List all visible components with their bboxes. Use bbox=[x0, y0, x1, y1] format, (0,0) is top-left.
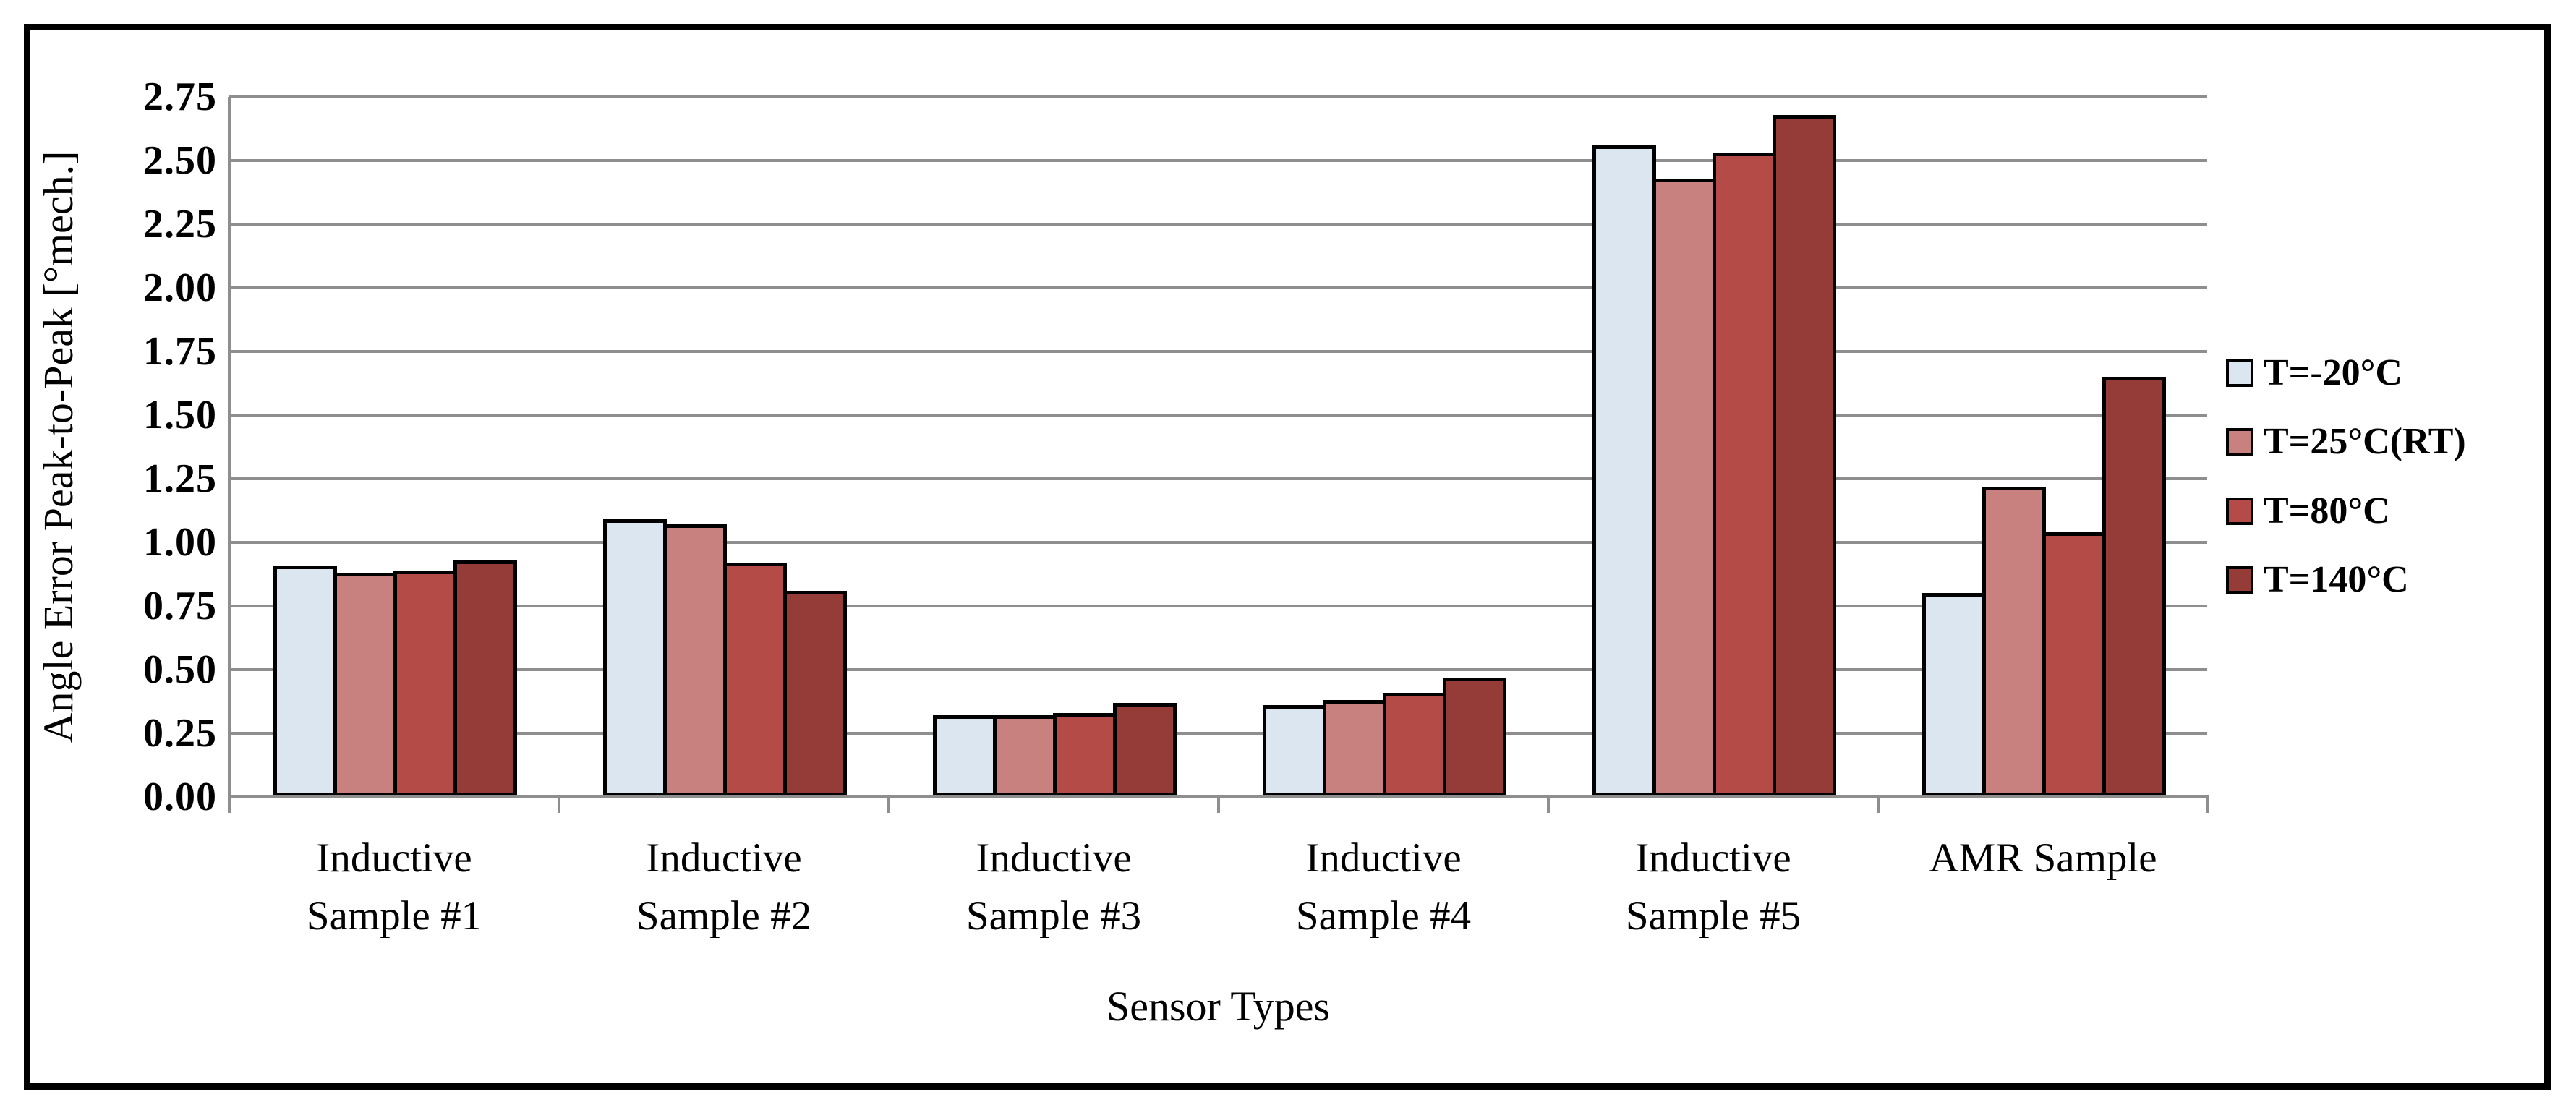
category-label-line: Sample #1 bbox=[306, 893, 482, 939]
bar-T-20C-cat5 bbox=[1592, 145, 1656, 797]
legend-label-4: T=140°C bbox=[2264, 559, 2409, 600]
category-label-line: AMR Sample bbox=[1929, 835, 2157, 881]
bar-T25CRT-cat4 bbox=[1323, 700, 1386, 797]
gridline bbox=[229, 286, 2207, 289]
y-tick-label: 2.00 bbox=[143, 265, 217, 310]
bar-T80C-cat3 bbox=[1053, 712, 1117, 797]
category-label-line: Inductive bbox=[646, 835, 802, 881]
x-axis-title: Sensor Types bbox=[1106, 983, 1331, 1030]
gridline bbox=[229, 668, 2207, 671]
category-label-line: Inductive bbox=[1305, 835, 1462, 881]
gridline bbox=[229, 95, 2207, 98]
y-tick-label: 2.50 bbox=[143, 138, 217, 183]
category-label-line: Inductive bbox=[976, 835, 1132, 881]
legend-label-2: T=25°C(RT) bbox=[2264, 421, 2466, 462]
legend-label-1: T=-20°C bbox=[2264, 352, 2402, 393]
bar-T25CRT-cat6 bbox=[1982, 486, 2046, 797]
gridline bbox=[229, 477, 2207, 480]
category-label-line: Sample #3 bbox=[965, 893, 1142, 939]
gridline bbox=[229, 732, 2207, 735]
gridline bbox=[229, 605, 2207, 607]
gridline bbox=[229, 223, 2207, 226]
bar-T80C-cat5 bbox=[1713, 153, 1776, 797]
legend-label-3: T=80°C bbox=[2264, 490, 2390, 532]
bar-T140C-cat6 bbox=[2102, 377, 2166, 797]
bar-T80C-cat1 bbox=[393, 570, 457, 797]
category-label-line: Sample #2 bbox=[636, 893, 812, 939]
bar-T140C-cat2 bbox=[783, 590, 847, 797]
y-tick-label: 1.75 bbox=[143, 329, 217, 374]
category-label-line: Sample #4 bbox=[1295, 893, 1472, 939]
y-axis-line bbox=[228, 97, 231, 813]
x-axis-boundary-tick bbox=[2206, 797, 2209, 813]
bar-T80C-cat6 bbox=[2042, 532, 2106, 797]
bar-T25CRT-cat2 bbox=[663, 524, 727, 797]
bar-T25CRT-cat1 bbox=[333, 573, 397, 797]
gridline bbox=[229, 350, 2207, 353]
x-axis-boundary-tick bbox=[887, 797, 890, 813]
gridline bbox=[229, 414, 2207, 417]
y-tick-label: 1.25 bbox=[143, 456, 217, 501]
y-tick-label: 0.00 bbox=[143, 775, 217, 819]
legend-swatch-2 bbox=[2226, 428, 2253, 456]
y-tick-label: 0.75 bbox=[143, 584, 217, 628]
bar-T-20C-cat3 bbox=[933, 715, 997, 797]
bar-T80C-cat2 bbox=[723, 563, 787, 797]
legend-swatch-1 bbox=[2226, 359, 2253, 387]
bar-T-20C-cat1 bbox=[273, 565, 337, 797]
bar-T-20C-cat4 bbox=[1263, 705, 1326, 797]
y-tick-label: 1.50 bbox=[143, 393, 217, 438]
y-tick-label: 2.75 bbox=[143, 74, 217, 119]
bar-T-20C-cat6 bbox=[1922, 593, 1986, 797]
bar-T140C-cat1 bbox=[453, 560, 517, 797]
x-axis-boundary-tick bbox=[1217, 797, 1220, 813]
x-axis-boundary-tick bbox=[558, 797, 560, 813]
legend-swatch-4 bbox=[2226, 566, 2253, 594]
gridline bbox=[229, 541, 2207, 544]
bar-T-20C-cat2 bbox=[603, 519, 667, 797]
x-axis-boundary-tick bbox=[1547, 797, 1550, 813]
bar-T80C-cat4 bbox=[1383, 692, 1446, 797]
category-label-line: Inductive bbox=[1635, 835, 1791, 881]
y-tick-label: 0.50 bbox=[143, 647, 217, 692]
bar-T140C-cat3 bbox=[1113, 702, 1177, 797]
x-axis-boundary-tick bbox=[1877, 797, 1880, 813]
bar-T140C-cat5 bbox=[1773, 114, 1836, 797]
y-tick-label: 0.25 bbox=[143, 711, 217, 756]
y-tick-label: 1.00 bbox=[143, 520, 217, 565]
y-tick-label: 2.25 bbox=[143, 202, 217, 247]
category-label-line: Sample #5 bbox=[1625, 893, 1801, 939]
bar-T140C-cat4 bbox=[1443, 677, 1506, 797]
legend-swatch-3 bbox=[2226, 498, 2253, 525]
gridline bbox=[229, 159, 2207, 162]
bar-T25CRT-cat3 bbox=[993, 715, 1057, 797]
bar-T25CRT-cat5 bbox=[1652, 178, 1716, 797]
category-label-line: Inductive bbox=[316, 835, 472, 881]
